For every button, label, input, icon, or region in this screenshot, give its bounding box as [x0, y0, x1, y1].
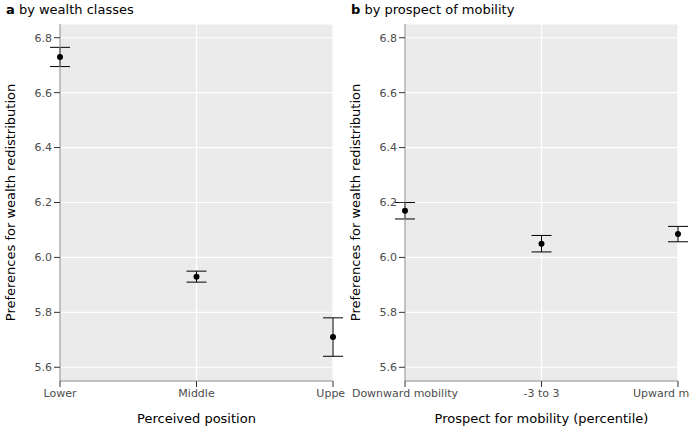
svg-text:Perceived position: Perceived position [137, 411, 256, 426]
svg-text:5.6: 5.6 [380, 361, 398, 374]
svg-text:Lower: Lower [44, 387, 77, 400]
html-text:a by wealth classes: a by wealth classes [6, 2, 134, 17]
svg-text:Preferences for wealth redistr: Preferences for wealth redistribution [348, 84, 363, 321]
svg-text:6.0: 6.0 [380, 251, 398, 264]
svg-text:Downward mobility: Downward mobility [352, 387, 459, 400]
svg-text:6.2: 6.2 [35, 196, 53, 209]
svg-text:6.6: 6.6 [380, 87, 398, 100]
svg-text:-3 to 3: -3 to 3 [523, 387, 559, 400]
svg-text:Prospect for mobility (percent: Prospect for mobility (percentile) [435, 411, 649, 426]
svg-text:5.6: 5.6 [35, 361, 53, 374]
svg-text:6.4: 6.4 [35, 141, 53, 154]
svg-text:6.6: 6.6 [35, 87, 53, 100]
svg-text:6.8: 6.8 [35, 32, 53, 45]
svg-text:6.0: 6.0 [35, 251, 53, 264]
svg-text:6.4: 6.4 [380, 141, 398, 154]
svg-text:Upper: Upper [316, 387, 345, 400]
svg-text:6.2: 6.2 [380, 196, 398, 209]
svg-text:5.8: 5.8 [35, 306, 53, 319]
svg-text:6.8: 6.8 [380, 32, 398, 45]
svg-text:Middle: Middle [178, 387, 215, 400]
svg-text:Upward mobility: Upward mobility [633, 387, 682, 400]
svg-text:Preferences for wealth redistr: Preferences for wealth redistribution [8, 84, 18, 321]
html-text:b by prospect of mobility: b by prospect of mobility [351, 2, 515, 17]
svg-text:5.8: 5.8 [380, 306, 398, 319]
